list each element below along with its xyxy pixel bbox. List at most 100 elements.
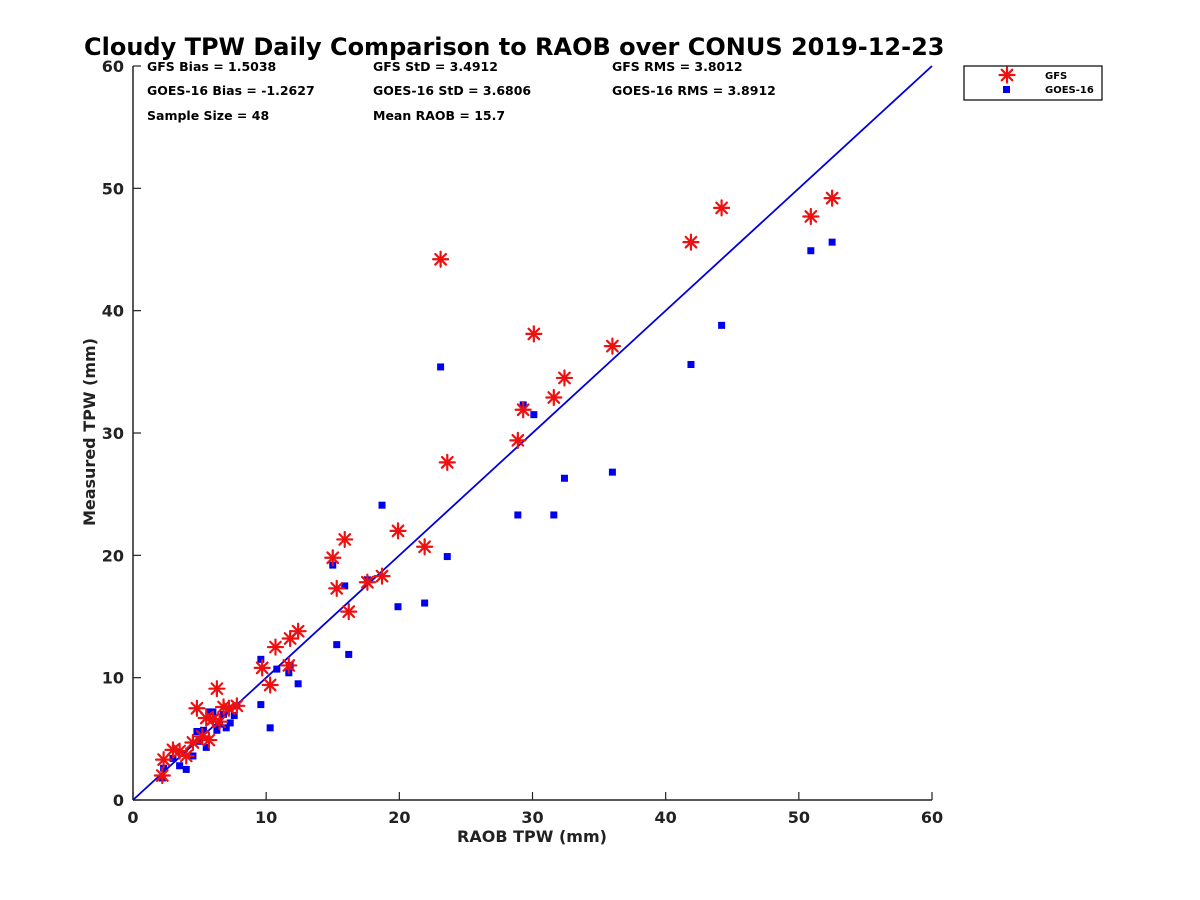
gfs-point: [228, 697, 246, 715]
legend-goes-marker: [1003, 86, 1010, 93]
goes16-point: [213, 726, 221, 734]
stat-gfs-std: GFS StD = 3.4912: [373, 59, 498, 74]
gfs-point: [682, 233, 700, 251]
gfs-point: [328, 579, 346, 597]
stat-gfs-rms: GFS RMS = 3.8012: [612, 59, 743, 74]
gfs-point: [525, 325, 543, 343]
legend-gfs-label: GFS: [1045, 71, 1067, 82]
stat-goes-bias: GOES-16 Bias = -1.2627: [147, 83, 315, 98]
goes16-point: [443, 553, 451, 561]
goes16-point: [608, 468, 616, 476]
gfs-point: [358, 573, 376, 591]
gfs-point: [208, 680, 226, 698]
gfs-point: [514, 401, 532, 419]
goes16-point: [200, 726, 208, 734]
goes16-point: [230, 712, 238, 720]
data-points: [153, 189, 841, 785]
x-tick-label: 30: [521, 808, 543, 827]
chart-title: Cloudy TPW Daily Comparison to RAOB over…: [84, 33, 944, 61]
goes16-point: [718, 321, 726, 329]
gfs-point: [373, 567, 391, 585]
stat-goes-std: GOES-16 StD = 3.6806: [373, 83, 531, 98]
one-to-one-line: [132, 65, 933, 801]
goes16-point: [550, 511, 558, 519]
goes16-point: [687, 360, 695, 368]
stat-mean-raob: Mean RAOB = 15.7: [373, 108, 505, 123]
goes16-point: [530, 411, 538, 419]
gfs-point: [177, 747, 195, 765]
goes16-point: [807, 247, 815, 255]
goes16-point: [341, 582, 349, 590]
goes16-point: [176, 762, 184, 770]
gfs-point: [823, 189, 841, 207]
gfs-point: [389, 522, 407, 540]
x-tick-label: 60: [921, 808, 943, 827]
x-tick-label: 10: [255, 808, 277, 827]
y-tick-label: 20: [102, 546, 124, 565]
gfs-point: [340, 603, 358, 621]
gfs-point: [416, 538, 434, 556]
legend: GFS GOES-16: [963, 65, 1103, 101]
gfs-point: [184, 733, 202, 752]
x-tick-label: 50: [788, 808, 810, 827]
gfs-point: [555, 369, 574, 387]
gfs-point: [171, 742, 189, 760]
gfs-point: [266, 638, 285, 656]
axis-ticks: 0 10 20 30 40 50 60 0 10 20 30 40 50 60: [102, 57, 943, 827]
goes16-point: [560, 474, 568, 482]
gfs-point: [438, 453, 456, 471]
goes16-point: [257, 701, 265, 709]
gfs-point: [253, 659, 271, 677]
goes16-point: [182, 765, 190, 773]
gfs-point: [603, 337, 622, 355]
y-axis-label: Measured TPW (mm): [80, 338, 99, 526]
goes16-point: [226, 719, 234, 727]
y-tick-label: 0: [113, 791, 124, 810]
goes16-point: [266, 724, 274, 732]
x-tick-label: 20: [388, 808, 410, 827]
gfs-point: [261, 676, 279, 694]
legend-goes-label: GOES-16: [1045, 85, 1094, 96]
legend-gfs-marker: [998, 66, 1016, 84]
gfs-point: [210, 713, 229, 731]
gfs-point: [712, 199, 731, 217]
stat-goes-rms: GOES-16 RMS = 3.8912: [612, 83, 776, 98]
gfs-point: [200, 731, 218, 749]
gfs-point: [324, 549, 342, 567]
goes16-point: [294, 680, 302, 688]
x-tick-label: 0: [127, 808, 138, 827]
stat-sample-size: Sample Size = 48: [147, 108, 269, 123]
gfs-point: [802, 207, 820, 226]
x-axis-label: RAOB TPW (mm): [457, 827, 607, 846]
y-tick-label: 30: [102, 424, 124, 443]
gfs-point: [545, 388, 563, 407]
goes16-point: [378, 501, 386, 509]
goes16-point: [828, 238, 836, 246]
y-tick-label: 50: [102, 179, 124, 198]
goes16-point: [394, 603, 402, 611]
gfs-point: [153, 766, 171, 785]
y-tick-label: 40: [102, 302, 124, 321]
reference-line-group: [132, 65, 933, 801]
goes16-point: [421, 599, 429, 607]
gfs-point: [509, 431, 527, 449]
goes16-point: [196, 737, 204, 745]
stat-gfs-bias: GFS Bias = 1.5038: [147, 59, 276, 74]
gfs-point: [289, 622, 307, 640]
goes16-point: [222, 724, 230, 732]
goes16-point: [437, 363, 445, 371]
legend-gfs-asterisk: [998, 66, 1016, 84]
gfs-point: [336, 530, 354, 549]
goes16-point: [257, 655, 265, 663]
goes16-point: [202, 743, 210, 751]
gfs-point: [432, 250, 450, 268]
goes16-point: [514, 511, 522, 519]
y-tick-label: 60: [102, 57, 124, 76]
gfs-point: [280, 656, 298, 675]
goes16-point: [273, 665, 281, 673]
goes16-point: [333, 641, 341, 649]
goes16-point: [205, 708, 213, 716]
legend-box: [963, 65, 1103, 101]
